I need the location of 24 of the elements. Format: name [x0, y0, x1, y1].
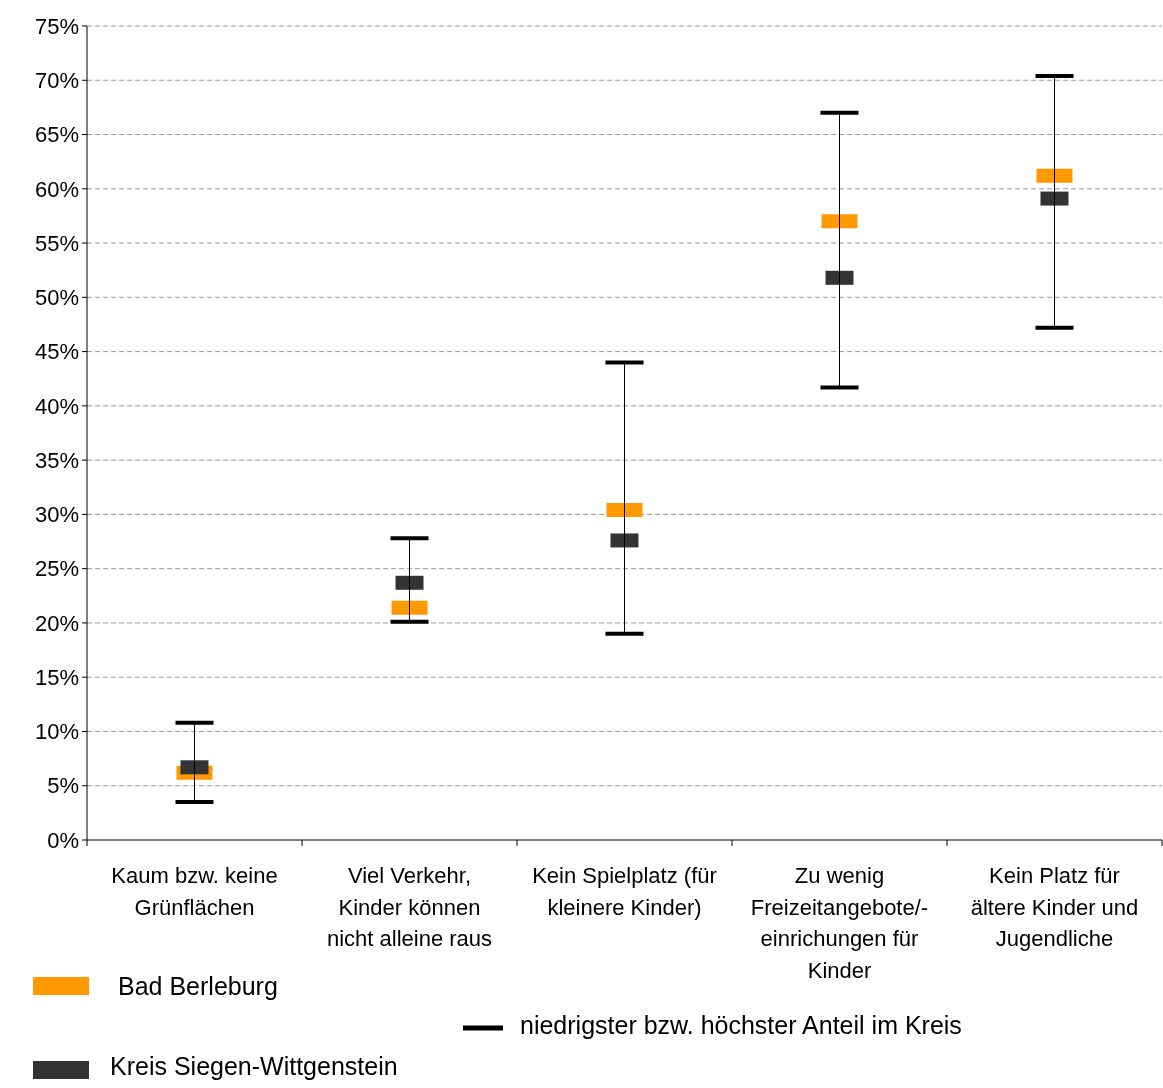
y-tick-label: 10% [34, 719, 79, 745]
y-tick-label: 40% [34, 393, 79, 419]
y-tick-label: 5% [47, 773, 79, 799]
y-tick-label: 65% [34, 122, 79, 148]
text: niedrigster bzw. höchster Anteil im Kreis [520, 1010, 962, 1039]
y-tick-label: 50% [34, 285, 79, 311]
y-tick-label: 45% [34, 339, 79, 365]
x-tick-label: Viel Verkehr, Kinder können nicht alleine raus [326, 863, 493, 951]
legend-label: Bad Berleburg [118, 971, 278, 1000]
legend-label: Kreis Siegen-Wittgenstein [110, 1051, 398, 1080]
y-tick-label: 55% [34, 230, 79, 256]
x-tick-label: Kein Platz für ältere Kinder und Jugendliche [970, 863, 1139, 951]
y-tick-label: 70% [34, 67, 79, 93]
x-tick-label: Zu wenig Freizeitangebote/-einrichungen für Kinder [750, 863, 929, 983]
y-tick-label: 15% [34, 664, 79, 690]
x-tick-label: Kaum bzw. keine Grünflächen [111, 863, 278, 920]
y-tick-label: 60% [34, 176, 79, 202]
y-tick-label: 25% [34, 556, 79, 582]
x-tick-label: Kein Spielplatz (für kleinere Kinder) [532, 863, 717, 920]
y-tick-label: 20% [34, 610, 79, 636]
y-tick-label: 35% [34, 447, 79, 473]
y-tick-label: 75% [34, 13, 79, 39]
y-tick-label: 0% [47, 827, 79, 853]
y-tick-label: 30% [34, 502, 79, 528]
